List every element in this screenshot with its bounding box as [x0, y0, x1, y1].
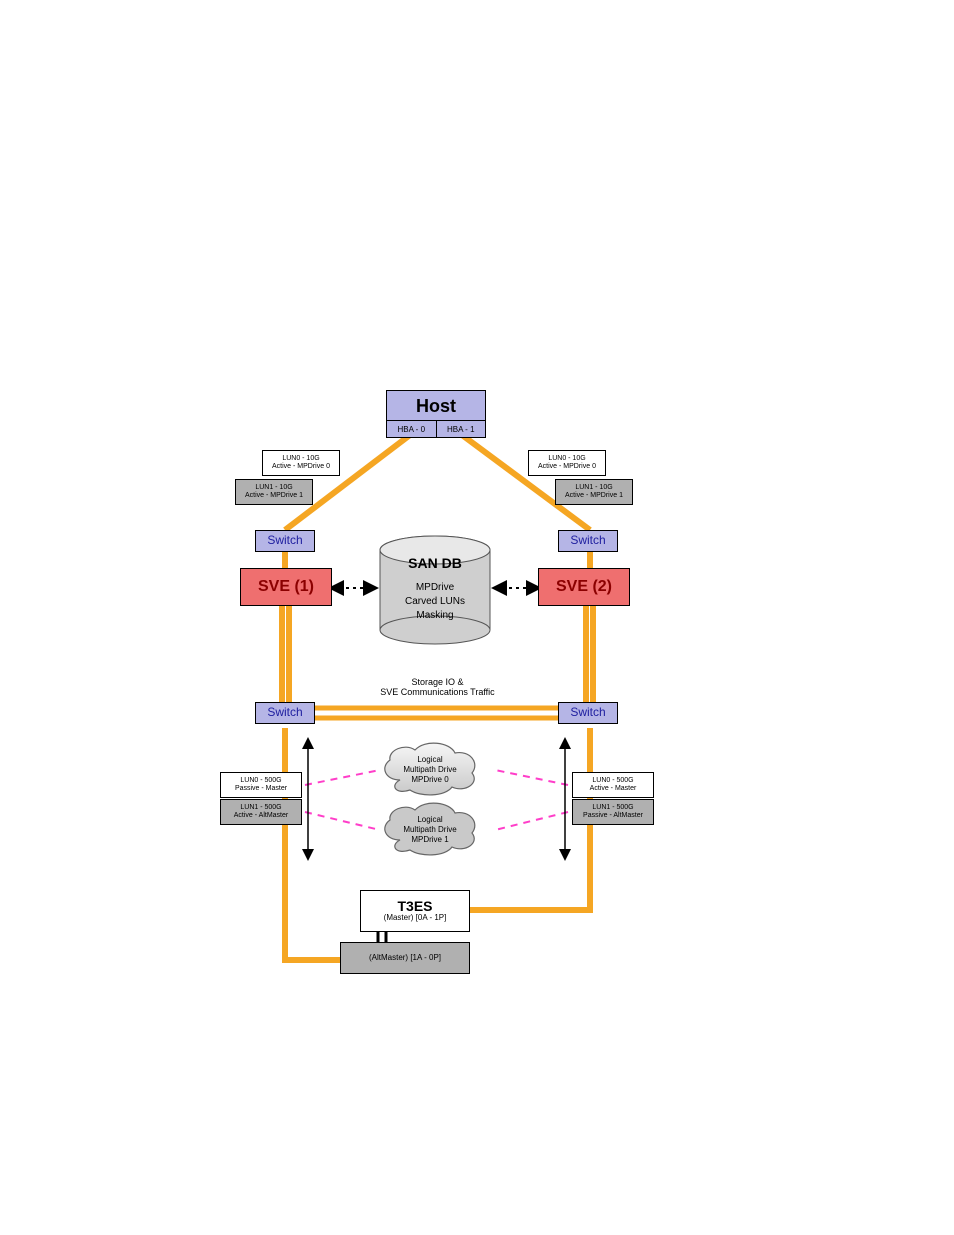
right-top-lun0: LUN0 - 10G Active - MPDrive 0 [528, 450, 606, 476]
sandb-line2: Carved LUNs [405, 596, 465, 607]
cloud1-line2: Multipath Drive [403, 825, 457, 834]
sandb-line3: Masking [416, 610, 453, 621]
right-bottom-lun1-l1: LUN1 - 500G [592, 804, 633, 812]
left-top-lun1-l2: Active - MPDrive 1 [245, 492, 303, 500]
switch-mid-right: Switch [558, 702, 618, 724]
sve-2-box: SVE (2) [538, 568, 630, 606]
cloud0-line2: Multipath Drive [403, 765, 457, 774]
left-bottom-lun1-l1: LUN1 - 500G [240, 804, 281, 812]
left-bottom-lun0-l2: Passive - Master [235, 785, 287, 793]
t3es-master-box: T3ES (Master) [0A - 1P] [360, 890, 470, 932]
t3es-title: T3ES [397, 899, 432, 914]
t3es-master-line: (Master) [0A - 1P] [384, 914, 447, 923]
t3es-altmaster-box: (AltMaster) [1A - 0P] [340, 942, 470, 974]
san-topology-diagram: SAN DB MPDrive Carved LUNs Masking Logic… [200, 390, 680, 1010]
host-title: Host [387, 391, 485, 421]
sandb-title: SAN DB [408, 555, 462, 571]
right-bottom-lun1: LUN1 - 500G Passive - AltMaster [572, 799, 654, 825]
cloud1-line1: Logical [417, 815, 443, 824]
host-box: Host HBA - 0 HBA - 1 [386, 390, 486, 438]
right-top-lun1: LUN1 - 10G Active - MPDrive 1 [555, 479, 633, 505]
traffic-label: Storage IO & SVE Communications Traffic [340, 674, 535, 702]
left-top-lun0-l2: Active - MPDrive 0 [272, 463, 330, 471]
hba-0-label: HBA - 0 [387, 421, 437, 438]
cloud1-line3: MPDrive 1 [411, 835, 449, 844]
sandb-cylinder: SAN DB MPDrive Carved LUNs Masking [380, 536, 490, 644]
left-top-lun0-l1: LUN0 - 10G [282, 455, 319, 463]
right-bottom-lun0-l1: LUN0 - 500G [592, 777, 633, 785]
cloud0-line1: Logical [417, 755, 443, 764]
right-bottom-lun1-l2: Passive - AltMaster [583, 812, 643, 820]
cloud-mpdrive-1: Logical Multipath Drive MPDrive 1 [385, 803, 475, 855]
sandb-line1: MPDrive [416, 582, 455, 593]
right-bottom-lun0: LUN0 - 500G Active - Master [572, 772, 654, 798]
right-top-lun1-l1: LUN1 - 10G [575, 484, 612, 492]
traffic-l2: SVE Communications Traffic [380, 688, 494, 698]
right-top-lun0-l1: LUN0 - 10G [548, 455, 585, 463]
left-top-lun0: LUN0 - 10G Active - MPDrive 0 [262, 450, 340, 476]
left-bottom-lun0: LUN0 - 500G Passive - Master [220, 772, 302, 798]
right-top-lun1-l2: Active - MPDrive 1 [565, 492, 623, 500]
switch-mid-left: Switch [255, 702, 315, 724]
right-bottom-lun0-l2: Active - Master [590, 785, 637, 793]
sve-1-box: SVE (1) [240, 568, 332, 606]
cloud-mpdrive-0: Logical Multipath Drive MPDrive 0 [385, 743, 475, 795]
left-bottom-lun1: LUN1 - 500G Active - AltMaster [220, 799, 302, 825]
left-top-lun1: LUN1 - 10G Active - MPDrive 1 [235, 479, 313, 505]
left-top-lun1-l1: LUN1 - 10G [255, 484, 292, 492]
cloud0-line3: MPDrive 0 [411, 775, 449, 784]
hba-1-label: HBA - 1 [437, 421, 486, 438]
left-bottom-lun1-l2: Active - AltMaster [234, 812, 288, 820]
switch-top-right: Switch [558, 530, 618, 552]
left-bottom-lun0-l1: LUN0 - 500G [240, 777, 281, 785]
right-top-lun0-l2: Active - MPDrive 0 [538, 463, 596, 471]
switch-top-left: Switch [255, 530, 315, 552]
